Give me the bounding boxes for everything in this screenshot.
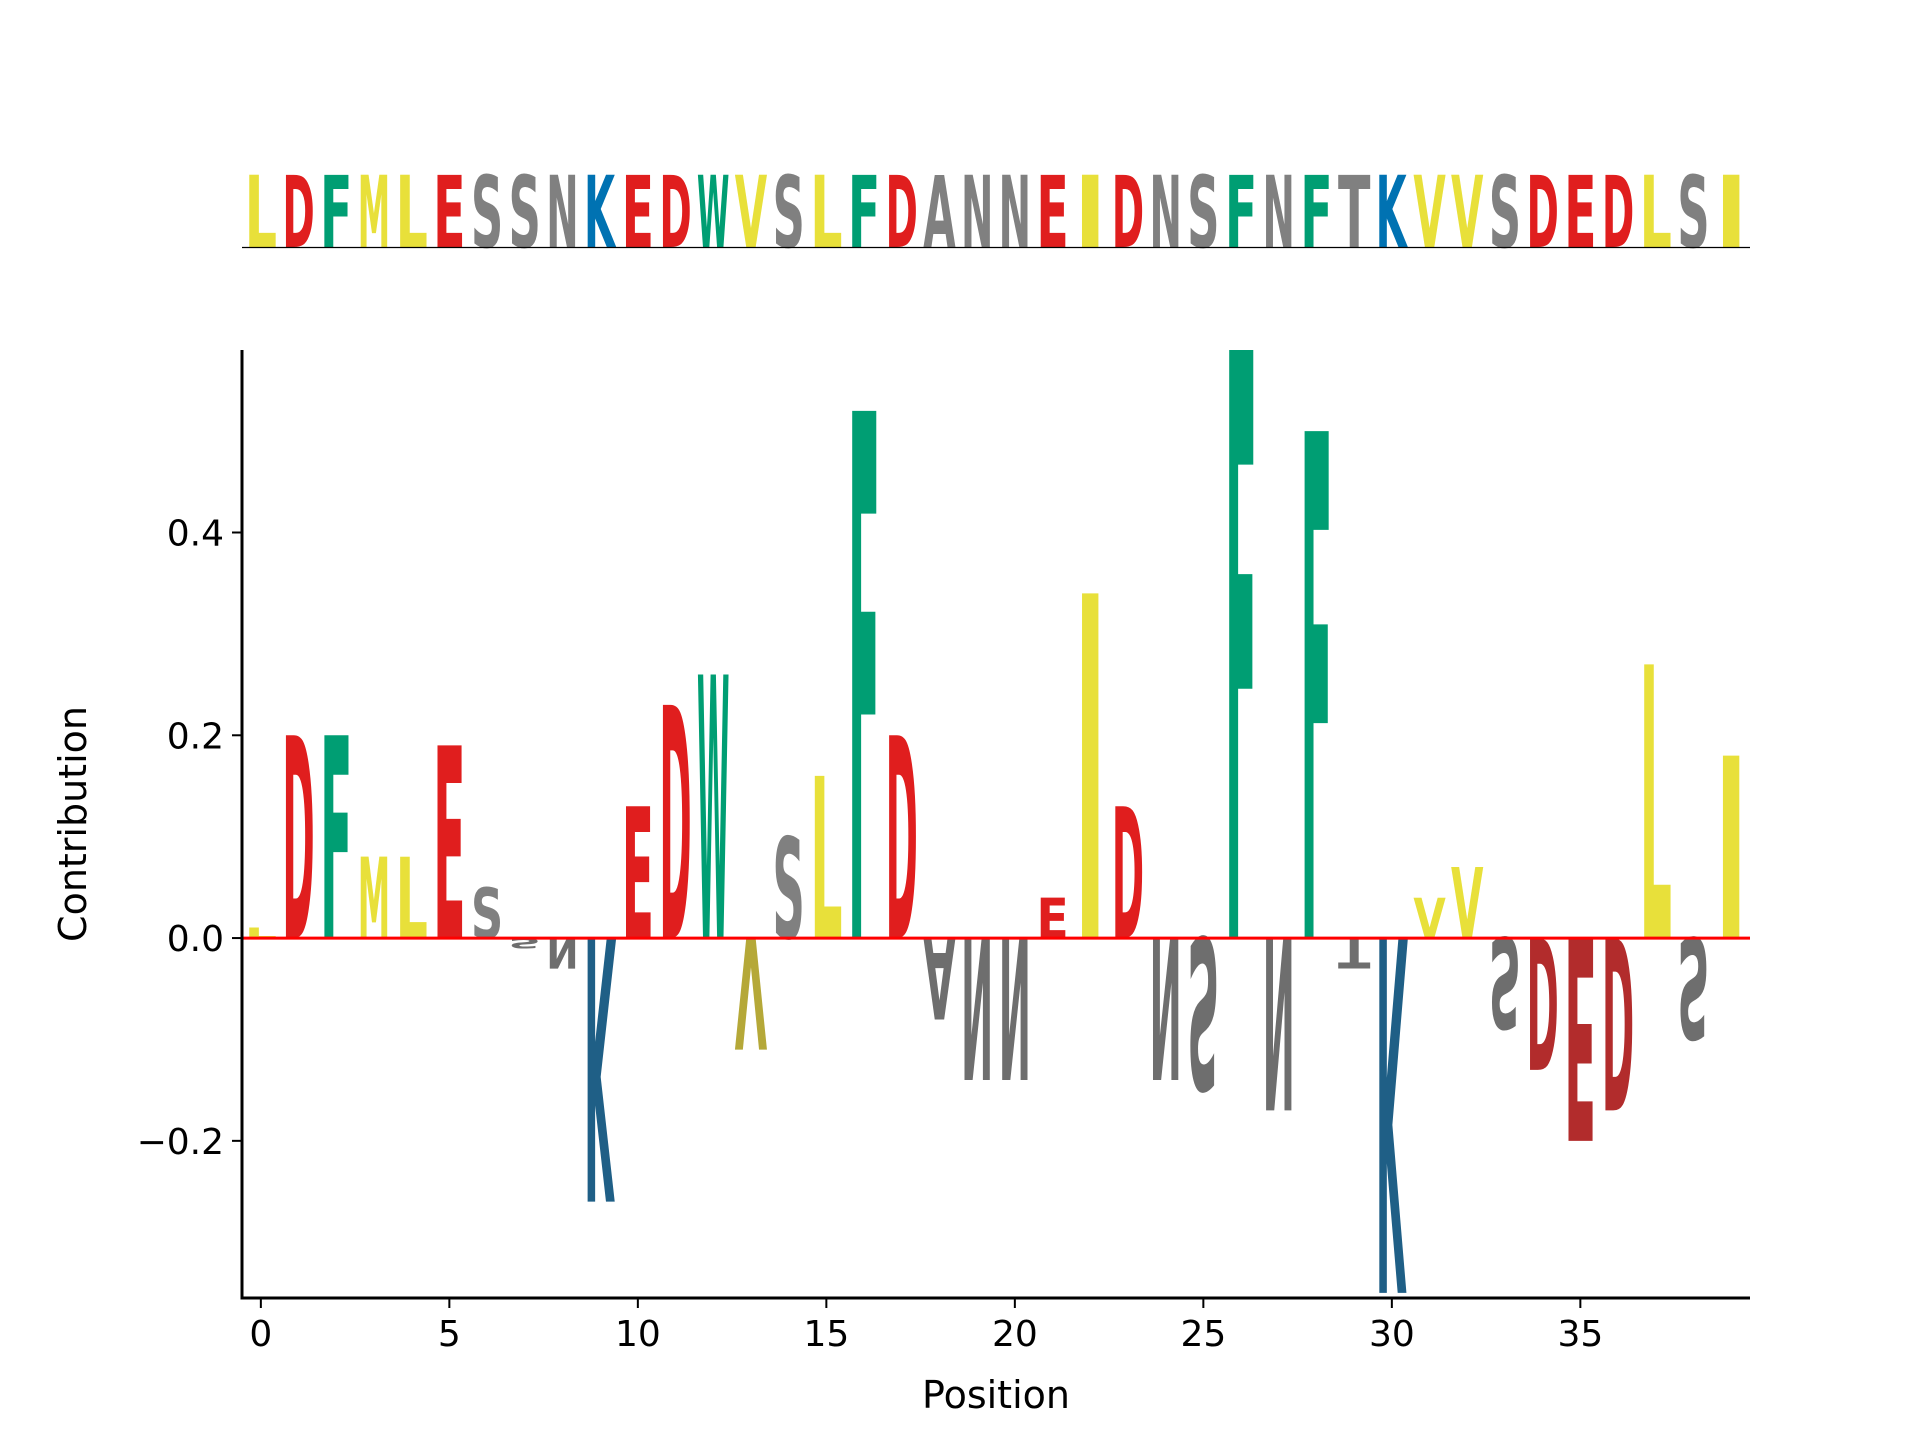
sequence-letter: V — [1451, 156, 1484, 271]
sequence-letter: S — [1187, 157, 1219, 272]
sequence-letter: F — [848, 156, 880, 271]
contribution-letter: S — [772, 810, 804, 971]
y-tick-label: 0.2 — [167, 716, 224, 757]
contribution-letter: L — [1640, 591, 1672, 1028]
sequence-letter: F — [1300, 156, 1332, 271]
sequence-letter: D — [659, 155, 691, 271]
y-tick-label: 0.4 — [167, 514, 224, 555]
contribution-letter: I — [1074, 500, 1106, 1051]
sequence-letter: I — [1715, 156, 1747, 271]
contribution-letter: S — [1677, 904, 1709, 1065]
sequence-letter: E — [1036, 156, 1068, 271]
x-tick-label: 5 — [438, 1314, 461, 1355]
sequence-letter: D — [886, 155, 918, 271]
x-tick-label: 15 — [803, 1314, 849, 1355]
sequence-letter: N — [999, 155, 1031, 271]
contribution-letter: V — [735, 901, 767, 1078]
sequence-letter: N — [546, 155, 578, 271]
contribution-letter: N — [1149, 891, 1181, 1117]
sequence-letter: F — [1225, 156, 1257, 271]
sequence-letter: A — [923, 156, 956, 271]
x-axis-label: Position — [922, 1373, 1070, 1417]
sequence-letter: N — [1263, 155, 1295, 271]
contribution-letter: F — [1225, 190, 1257, 1129]
x-tick-label: 30 — [1369, 1314, 1415, 1355]
sequence-letter: V — [735, 156, 768, 271]
x-tick-label: 25 — [1180, 1314, 1226, 1355]
contribution-letter: L — [810, 733, 842, 992]
contribution-letter: F — [1300, 295, 1332, 1103]
contribution-letter: E — [622, 771, 654, 982]
sequence-letter: L — [245, 155, 277, 271]
contribution-plot: L D F M L E S S N K E D W VS L F D A N N E I DN S F N F T K V VS D E D L S I… — [51, 190, 1750, 1417]
sequence-letter: F — [320, 156, 352, 271]
contribution-letter: F — [320, 682, 352, 1005]
contribution-letter: D — [1526, 895, 1558, 1105]
contribution-letter: T — [1338, 928, 1371, 977]
sequence-letter: E — [433, 156, 465, 271]
contribution-letter: S — [471, 874, 503, 955]
contribution-letter: V — [1451, 847, 1483, 961]
sequence-letter: D — [1112, 155, 1144, 271]
contribution-letter: D — [282, 680, 314, 1004]
sequence-letter: S — [1677, 157, 1709, 272]
x-tick-label: 0 — [249, 1314, 272, 1355]
contribution-letter: D — [659, 640, 691, 1013]
sequence-letter: K — [584, 155, 616, 270]
contribution-letter: E — [433, 693, 465, 1001]
x-tick-label: 20 — [992, 1314, 1038, 1355]
contribution-letter: N — [546, 928, 578, 976]
contribution-letter: K — [584, 852, 617, 1274]
contribution-letter: D — [1602, 882, 1634, 1157]
contribution-letter: A — [923, 912, 955, 1042]
sequence-letter: L — [810, 155, 842, 271]
sequence-letter: L — [1640, 155, 1672, 271]
contribution-letter: E — [1564, 871, 1596, 1194]
sequence-letter: I — [1074, 156, 1106, 271]
sequence-letter: N — [1149, 155, 1181, 271]
contribution-letter: S — [1489, 907, 1521, 1052]
sequence-letter: S — [1489, 157, 1521, 272]
sequence-letter: D — [1602, 155, 1634, 271]
contribution-letter: D — [886, 680, 918, 1004]
contribution-letter: E — [1036, 887, 1068, 952]
y-tick-label: 0.0 — [167, 919, 224, 960]
contribution-letter: S — [1187, 888, 1219, 1131]
sequence-letter: V — [1413, 156, 1446, 271]
contribution-letter: M — [358, 836, 390, 965]
sequence-letter: S — [471, 157, 503, 272]
y-axis-label: Contribution — [51, 706, 95, 942]
sequence-letter: M — [358, 157, 390, 271]
contribution-letter: D — [1112, 771, 1144, 981]
sequence-letter: S — [509, 157, 541, 272]
contribution-letter: N — [999, 891, 1031, 1117]
y-tick-label: −0.2 — [137, 1122, 224, 1163]
contribution-letter: K — [1376, 822, 1409, 1389]
sequence-letter: L — [395, 155, 427, 271]
contribution-letter: F — [848, 266, 880, 1108]
sequence-letter: D — [282, 155, 314, 271]
sequence-letter: D — [1526, 155, 1558, 271]
sequence-letter: E — [622, 156, 654, 271]
sequence-letter: T — [1338, 157, 1371, 272]
contribution-letter: N — [961, 891, 993, 1117]
x-tick-label: 10 — [615, 1314, 661, 1355]
contribution-letter: V — [1413, 886, 1445, 952]
contribution-letter: I — [1715, 707, 1747, 998]
contribution-letter: W — [697, 603, 729, 1024]
sequence-letter: N — [961, 155, 993, 271]
x-tick-label: 35 — [1557, 1314, 1603, 1355]
contribution-letter: L — [395, 836, 427, 965]
contribution-letter: N — [1263, 882, 1295, 1157]
sequence-letter: K — [1376, 155, 1408, 270]
sequence-letter: E — [1564, 156, 1596, 271]
sequence-letter: S — [772, 157, 804, 272]
sequence-letter: W — [697, 156, 729, 271]
